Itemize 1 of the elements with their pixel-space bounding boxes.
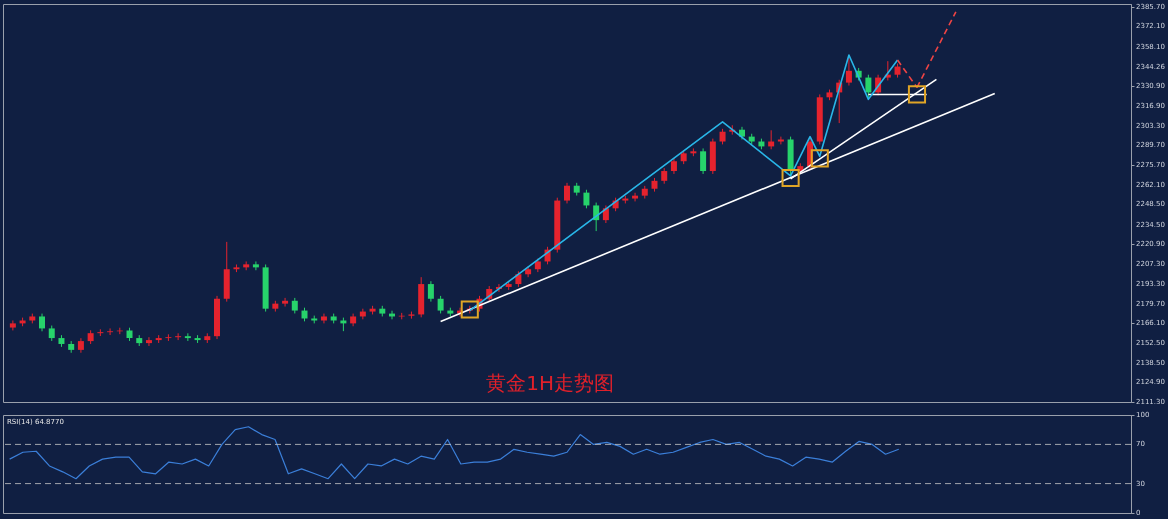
annotation: 黄金1H走势图 xyxy=(486,371,614,396)
